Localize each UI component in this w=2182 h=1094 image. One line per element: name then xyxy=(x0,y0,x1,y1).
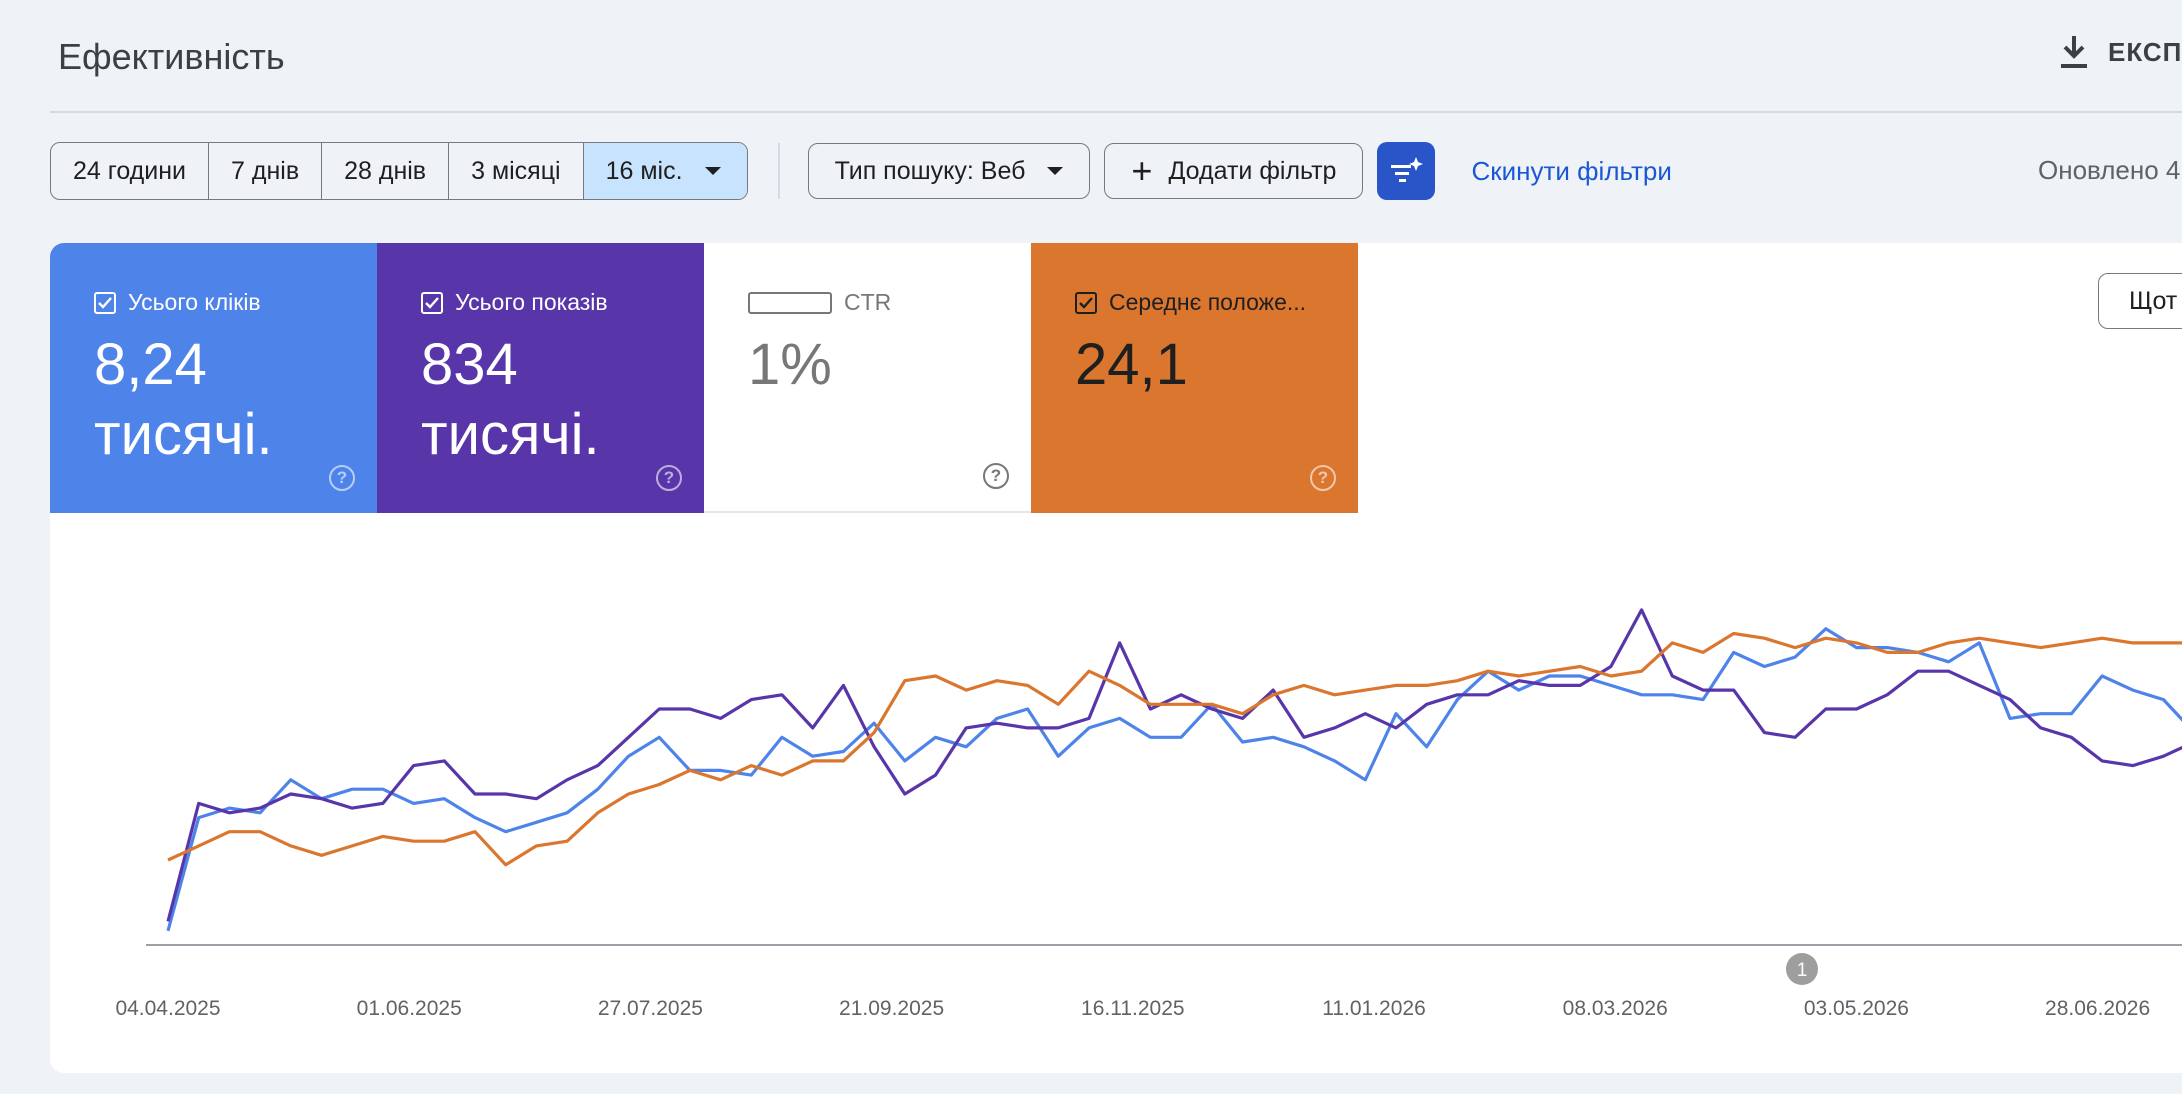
series-line-impressions xyxy=(166,608,2182,922)
performance-panel: 04.04.2025 01.06.2025 27.07.2025 21.09.2025… xyxy=(50,243,2182,1073)
checkbox-checked-icon[interactable] xyxy=(1075,291,1097,314)
help-icon[interactable]: ? xyxy=(329,465,355,491)
plus-icon: + xyxy=(1131,150,1153,191)
filter-bar: 24 години 7 днів 28 днів 3 місяці 16 міс… xyxy=(50,142,1672,200)
filter-divider xyxy=(777,143,780,199)
series-line-position xyxy=(167,631,2182,867)
page-title: Ефективність xyxy=(58,36,285,77)
x-tick-label: 04.04.2025 xyxy=(115,997,220,1020)
search-type-dropdown[interactable]: Тип пошуку: Веб xyxy=(807,143,1091,199)
metric-value: 8,24 xyxy=(94,332,207,397)
header-divider xyxy=(50,111,2182,113)
metric-card-impressions[interactable]: Усього показів 834 тисячі. ? xyxy=(377,243,704,513)
smart-filter-button[interactable] xyxy=(1377,142,1436,200)
range-16m-dropdown[interactable]: 16 міс. xyxy=(583,143,747,199)
metric-card-ctr[interactable]: CTR 1% ? xyxy=(704,243,1031,513)
metric-value: 24,1 xyxy=(1075,332,1188,397)
help-icon[interactable]: ? xyxy=(656,465,682,491)
metric-label: Усього показів xyxy=(455,289,608,315)
updated-status: Оновлено 4 xyxy=(2038,155,2181,185)
search-type-label: Тип пошуку: Веб xyxy=(834,156,1026,185)
metric-label: CTR xyxy=(844,289,892,315)
checkbox-checked-icon[interactable] xyxy=(421,291,443,314)
metric-label: Усього кліків xyxy=(128,289,261,315)
comparison-button[interactable]: Щот xyxy=(2098,273,2182,329)
x-tick-label: 27.07.2025 xyxy=(598,997,703,1020)
x-tick-label: 16.11.2025 xyxy=(1081,997,1185,1020)
add-filter-button[interactable]: + Додати фільтр xyxy=(1104,143,1364,199)
sparkle-filter-icon xyxy=(1391,157,1424,182)
annotation-marker[interactable] xyxy=(1786,953,1818,985)
range-16m-label: 16 міс. xyxy=(605,156,683,185)
help-icon[interactable]: ? xyxy=(1310,465,1336,491)
x-tick-label: 28.06.2026 xyxy=(2045,997,2150,1020)
metric-card-clicks[interactable]: Усього кліків 8,24 тисячі. ? xyxy=(50,243,377,513)
export-label: ЕКСПОРТ xyxy=(2108,36,2182,67)
metric-value: 834 xyxy=(421,332,518,397)
metric-value-unit: тисячі. xyxy=(421,402,600,467)
metric-value: 1% xyxy=(748,332,832,397)
metric-value-unit: тисячі. xyxy=(94,402,273,467)
performance-chart: 04.04.2025 01.06.2025 27.07.2025 21.09.2025… xyxy=(115,608,2182,1020)
x-tick-label: 08.03.2026 xyxy=(1563,997,1668,1020)
x-tick-label: 11.01.2026 xyxy=(1322,997,1426,1020)
add-filter-label: Додати фільтр xyxy=(1168,156,1337,185)
reset-filters-link[interactable]: Скинути фільтри xyxy=(1471,155,1672,186)
range-7d-button[interactable]: 7 днів xyxy=(209,143,323,199)
chevron-down-icon xyxy=(1047,167,1064,175)
checkbox-checked-icon[interactable] xyxy=(94,291,116,314)
range-24h-button[interactable]: 24 години xyxy=(51,143,210,199)
metric-card-position[interactable]: Середнє положе... 24,1 ? xyxy=(1031,243,1358,513)
date-range-selector: 24 години 7 днів 28 днів 3 місяці 16 міс… xyxy=(50,142,748,200)
x-tick-label: 01.06.2025 xyxy=(357,997,462,1020)
x-tick-label: 03.05.2026 xyxy=(1804,997,1909,1020)
download-icon xyxy=(2061,36,2087,68)
help-icon[interactable]: ? xyxy=(983,463,1009,489)
range-3m-button[interactable]: 3 місяці xyxy=(449,143,584,199)
series-line-clicks xyxy=(166,627,2182,932)
metric-label: Середнє положе... xyxy=(1109,289,1307,315)
checkbox-unchecked-icon[interactable] xyxy=(748,291,832,314)
range-28d-button[interactable]: 28 днів xyxy=(322,143,450,199)
export-button[interactable]: ЕКСПОРТ xyxy=(2058,34,2182,70)
chevron-down-icon xyxy=(704,167,721,175)
annotation-label: 1 xyxy=(1797,960,1808,981)
x-tick-label: 21.09.2025 xyxy=(839,997,944,1020)
